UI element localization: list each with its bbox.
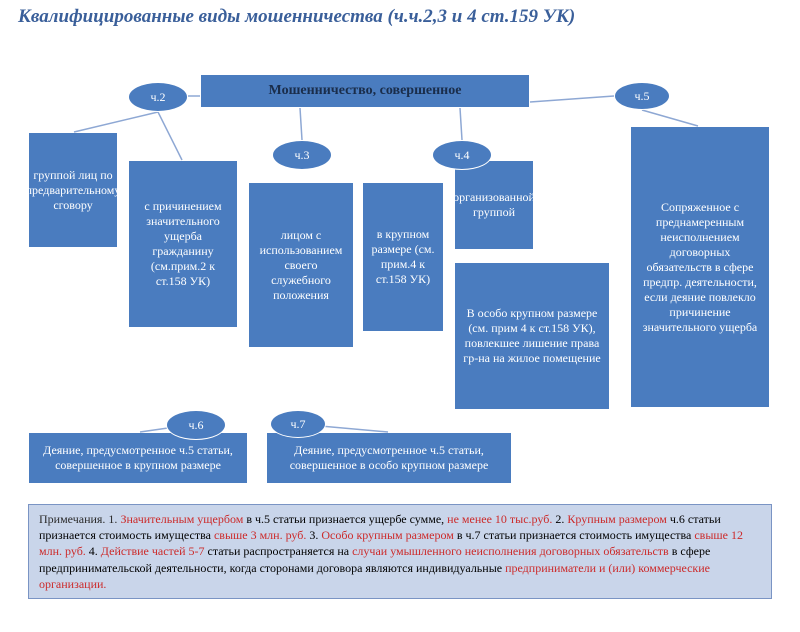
notes-t-3b: в ч.7 статьи признается стоимость имущес…: [457, 528, 695, 542]
box-organized-group: организованной группой: [454, 160, 534, 250]
box-business-fraud: Сопряженное с преднамеренным неисполнени…: [630, 126, 770, 408]
box-significant-damage: с причинением значительного ущерба гражд…: [128, 160, 238, 328]
notes-t-1b: в ч.5 статьи признается ущербе сумме,: [246, 512, 447, 526]
chip-ch5: ч.5: [614, 82, 670, 110]
notes-red-4a: Действие частей 5-7: [101, 544, 208, 558]
notes-sep3: 3.: [306, 528, 321, 542]
chip-ch4: ч.4: [432, 140, 492, 170]
notes-red-4c: случаи умышленного неисполнения договорн…: [352, 544, 672, 558]
box-part6: Деяние, предусмотренное ч.5 статьи, сове…: [28, 432, 248, 484]
notes-red-1a: Значительным ущербом: [120, 512, 246, 526]
box-official-position: лицом с использованием своего служебного…: [248, 182, 354, 348]
box-especially-large: В особо крупном размере (см. прим 4 к ст…: [454, 262, 610, 410]
notes-red-2c: свыше 3 млн. руб.: [214, 528, 306, 542]
chip-ch6: ч.6: [166, 410, 226, 440]
chip-ch3: ч.3: [272, 140, 332, 170]
page-title: Квалифицированные виды мошенничества (ч.…: [0, 0, 800, 32]
box-group-conspiracy: группой лиц по предварительному сговору: [28, 132, 118, 248]
notes-block: Примечания. 1. Значительным ущербом в ч.…: [28, 504, 772, 599]
chip-ch7: ч.7: [270, 410, 326, 438]
chip-ch2: ч.2: [128, 82, 188, 112]
notes-t-4b: статьи распространяется на: [208, 544, 353, 558]
diagram-canvas: Мошенничество, совершенное группой лиц п…: [0, 32, 800, 612]
notes-lead: Примечания. 1.: [39, 512, 120, 526]
notes-sep4: 4.: [86, 544, 101, 558]
notes-sep2: 2.: [552, 512, 567, 526]
notes-red-1c: не менее 10 тыс.руб.: [447, 512, 552, 526]
notes-red-3a: Особо крупным размером: [321, 528, 456, 542]
box-large-scale: в крупном размере (см. прим.4 к ст.158 У…: [362, 182, 444, 332]
box-part7: Деяние, предусмотренное ч.5 статьи, сове…: [266, 432, 512, 484]
box-main: Мошенничество, совершенное: [200, 74, 530, 108]
notes-red-2a: Крупным размером: [567, 512, 670, 526]
